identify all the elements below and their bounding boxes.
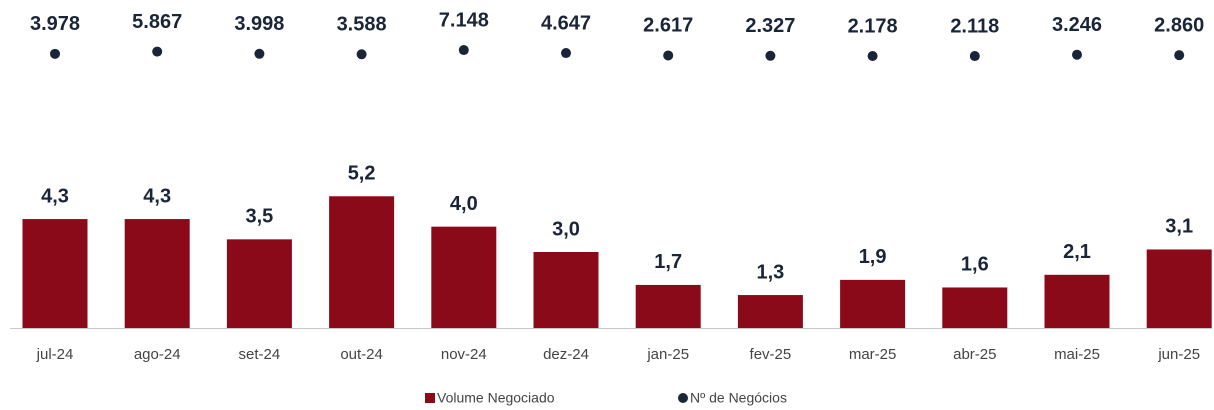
data-label: 1,9 — [859, 246, 887, 268]
bar — [22, 219, 88, 328]
bar — [124, 219, 190, 328]
data-label: 1,3 — [756, 261, 784, 283]
dot — [765, 50, 776, 61]
legend-label: Nº de Negócios — [690, 390, 787, 406]
x-tick-label: jun-25 — [1157, 346, 1200, 363]
bar — [942, 287, 1008, 328]
x-tick-label: nov-24 — [441, 346, 487, 363]
data-label: 3,0 — [552, 218, 580, 240]
bar — [533, 252, 599, 328]
bar — [840, 279, 906, 328]
data-label: 4,3 — [41, 185, 69, 207]
data-label: 7.148 — [439, 9, 489, 31]
dot — [50, 48, 60, 59]
x-tick-label: jan-25 — [646, 346, 689, 363]
data-label: 3.588 — [337, 14, 387, 36]
data-label: 4,3 — [143, 185, 171, 207]
data-label: 4,0 — [450, 193, 478, 215]
bar — [226, 239, 292, 328]
bar — [329, 196, 395, 328]
data-label: 3,1 — [1165, 216, 1193, 238]
dot — [969, 51, 980, 62]
data-label: 1,7 — [654, 251, 682, 273]
data-label: 2.178 — [848, 15, 898, 37]
x-tick-label: out-24 — [340, 346, 383, 363]
dot — [152, 46, 163, 57]
data-label: 2.327 — [745, 15, 795, 37]
x-tick-label: dez-24 — [543, 346, 589, 363]
data-label: 2,1 — [1063, 241, 1091, 263]
data-label: 3.978 — [30, 13, 80, 35]
bar — [1044, 274, 1110, 328]
data-label: 3.998 — [234, 13, 284, 35]
dot — [1072, 49, 1082, 60]
bar — [635, 284, 701, 328]
dot — [561, 48, 571, 59]
x-tick-label: mar-25 — [849, 346, 897, 363]
data-label: 2.617 — [643, 15, 693, 37]
dot — [1174, 50, 1185, 61]
legend-label: Volume Negociado — [437, 390, 555, 406]
data-label: 5.867 — [132, 11, 182, 33]
dot — [254, 48, 265, 59]
bar — [431, 226, 497, 328]
data-label: 3.246 — [1052, 14, 1102, 36]
x-tick-label: fev-25 — [750, 346, 792, 363]
data-label: 4.647 — [541, 12, 591, 34]
bar — [1146, 249, 1212, 328]
dot — [356, 49, 367, 60]
x-tick-label: jul-24 — [36, 346, 74, 363]
dot — [867, 50, 878, 61]
x-tick-label: ago-24 — [134, 346, 181, 363]
data-label: 1,6 — [961, 254, 989, 276]
bar — [737, 295, 803, 328]
x-tick-label: set-24 — [239, 346, 281, 363]
x-tick-label: mai-25 — [1054, 346, 1100, 363]
x-tick-label: abr-25 — [953, 346, 996, 363]
legend-swatch — [425, 393, 435, 403]
data-label: 5,2 — [348, 163, 376, 185]
data-label: 2.860 — [1154, 14, 1204, 36]
dot — [458, 45, 469, 56]
data-label: 2.118 — [950, 15, 999, 37]
data-label: 3,5 — [245, 206, 273, 228]
dot — [663, 50, 674, 61]
legend-swatch — [678, 393, 688, 403]
